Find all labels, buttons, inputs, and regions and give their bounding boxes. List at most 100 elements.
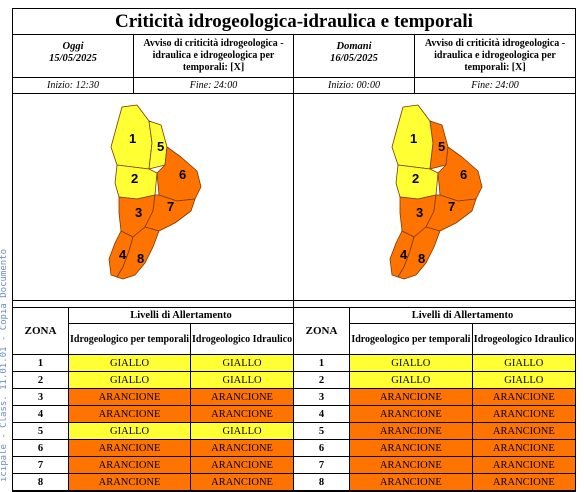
col2-header: Idrogeologico Idraulico [190,323,293,355]
date-label: 15/05/2025 [49,53,97,64]
level-temporali-cell: ARANCIONE [349,473,473,491]
zona-cell: 1 [294,354,350,372]
table-row: 6 ARANCIONE ARANCIONE [13,439,293,457]
map-zone-label: 7 [448,199,455,214]
level-temporali-cell: GIALLO [67,354,192,372]
notice-text: Avviso di criticità idrogeologica - idra… [143,38,284,73]
panel-header: Oggi 15/05/2025 Avviso di criticità idro… [13,35,293,78]
table-row: 5 ARANCIONE ARANCIONE [294,422,575,440]
table-row: 8 ARANCIONE ARANCIONE [13,473,293,491]
time-row: Inizio: 00:00 Fine: 24:00 [294,78,575,94]
map-zone-6 [437,146,483,202]
level-temporali-cell: ARANCIONE [67,473,192,491]
zona-cell: 7 [13,456,69,474]
zona-cell: 1 [13,354,69,372]
map-zone-label: 8 [418,251,425,266]
level-idraulico-cell: GIALLO [190,354,293,372]
col2-header: Idrogeologico Idraulico [471,323,575,355]
table-row: 8 ARANCIONE ARANCIONE [294,473,575,491]
zona-cell: 2 [13,371,69,389]
levels-header: Livelli di Allertamento [349,308,575,324]
col1-header: Idrogeologico per temporali [68,323,192,355]
table-row: 7 ARANCIONE ARANCIONE [13,456,293,474]
table-row: 4 ARANCIONE ARANCIONE [294,405,575,423]
zona-cell: 6 [13,439,69,457]
spacer [294,301,575,308]
map-zone-8 [397,226,441,280]
zona-cell: 5 [13,422,69,440]
map-zone-label: 5 [157,139,164,154]
level-idraulico-cell: ARANCIONE [471,456,575,474]
map-zone-label: 1 [410,131,417,146]
panel-tomorrow: Domani 16/05/2025 Avviso di criticità id… [293,35,575,491]
level-idraulico-cell: ARANCIONE [190,456,293,474]
map-zone-label: 4 [119,247,127,262]
level-idraulico-cell: ARANCIONE [471,422,575,440]
map-zone-label: 2 [412,171,419,186]
map-zone-label: 2 [131,171,138,186]
level-idraulico-cell: ARANCIONE [471,405,575,423]
level-temporali-cell: GIALLO [349,354,473,372]
table-row: 3 ARANCIONE ARANCIONE [13,388,293,406]
map-zone-8 [116,226,160,280]
map-zone-7 [144,194,196,232]
calabria-zone-map: 1 2 3 4 56 7 8 [389,104,483,280]
bulletin-sheet: Criticità idrogeologica-idraulica e temp… [12,8,576,492]
map-zone-label: 4 [400,247,408,262]
alert-rows: 1 GIALLO GIALLO 2 GIALLO GIALLO 3 ARANCIONE ARAN… [294,354,575,491]
level-idraulico-cell: GIALLO [471,354,575,372]
table-row: 3 ARANCIONE ARANCIONE [294,388,575,406]
levels-header: Livelli di Allertamento [68,308,293,324]
zona-header: ZONA [13,308,69,355]
page-title: Criticità idrogeologica-idraulica e temp… [13,9,575,35]
start-time: Inizio: 12:30 [13,78,134,93]
start-time: Inizio: 00:00 [294,78,415,93]
end-time: Fine: 24:00 [189,80,238,91]
level-temporali-cell: ARANCIONE [67,388,192,406]
zona-cell: 3 [13,388,69,406]
level-temporali-cell: ARANCIONE [349,422,473,440]
panel-today: Oggi 15/05/2025 Avviso di criticità idro… [13,35,293,491]
zona-cell: 3 [294,388,350,406]
level-idraulico-cell: ARANCIONE [190,388,293,406]
table-row: 1 GIALLO GIALLO [294,354,575,372]
panels: Oggi 15/05/2025 Avviso di criticità idro… [13,35,575,491]
day-label: Oggi [62,41,84,52]
zona-cell: 4 [294,405,350,423]
table-row: 2 GIALLO GIALLO [13,371,293,389]
level-idraulico-cell: GIALLO [190,422,293,440]
level-temporali-cell: GIALLO [67,422,192,440]
level-temporali-cell: ARANCIONE [67,405,192,423]
level-idraulico-cell: ARANCIONE [190,405,293,423]
level-idraulico-cell: ARANCIONE [190,473,293,491]
table-row: 7 ARANCIONE ARANCIONE [294,456,575,474]
zona-cell: 5 [294,422,350,440]
level-idraulico-cell: ARANCIONE [471,439,575,457]
panel-header: Domani 16/05/2025 Avviso di criticità id… [294,35,575,78]
zona-cell: 7 [294,456,350,474]
side-watermark: icipale - Class. 11.01.01 - Copia Docume… [0,232,9,482]
level-idraulico-cell: GIALLO [190,371,293,389]
map-zone-label: 3 [416,205,423,220]
end-time: Fine: 24:00 [471,80,519,91]
notice-text: Avviso di criticità idrogeologica - idra… [424,38,566,73]
table-row: 6 ARANCIONE ARANCIONE [294,439,575,457]
watermark-text: icipale - Class. 11.01.01 - Copia Docume… [0,249,9,482]
level-idraulico-cell: ARANCIONE [190,439,293,457]
table-row: 5 GIALLO GIALLO [13,422,293,440]
level-temporali-cell: ARANCIONE [349,456,473,474]
map-zone-label: 5 [438,139,445,154]
table-row: 1 GIALLO GIALLO [13,354,293,372]
zona-cell: 8 [294,473,350,491]
map-zone-label: 7 [167,199,174,214]
level-temporali-cell: ARANCIONE [349,388,473,406]
calabria-zone-map: 1 2 3 4 56 7 8 [108,104,202,280]
zona-cell: 4 [13,405,69,423]
zona-cell: 6 [294,439,350,457]
table-row: 2 GIALLO GIALLO [294,371,575,389]
date-label: 16/05/2025 [330,53,378,64]
map-zone-label: 6 [179,167,186,182]
map-zone-label: 6 [460,167,467,182]
